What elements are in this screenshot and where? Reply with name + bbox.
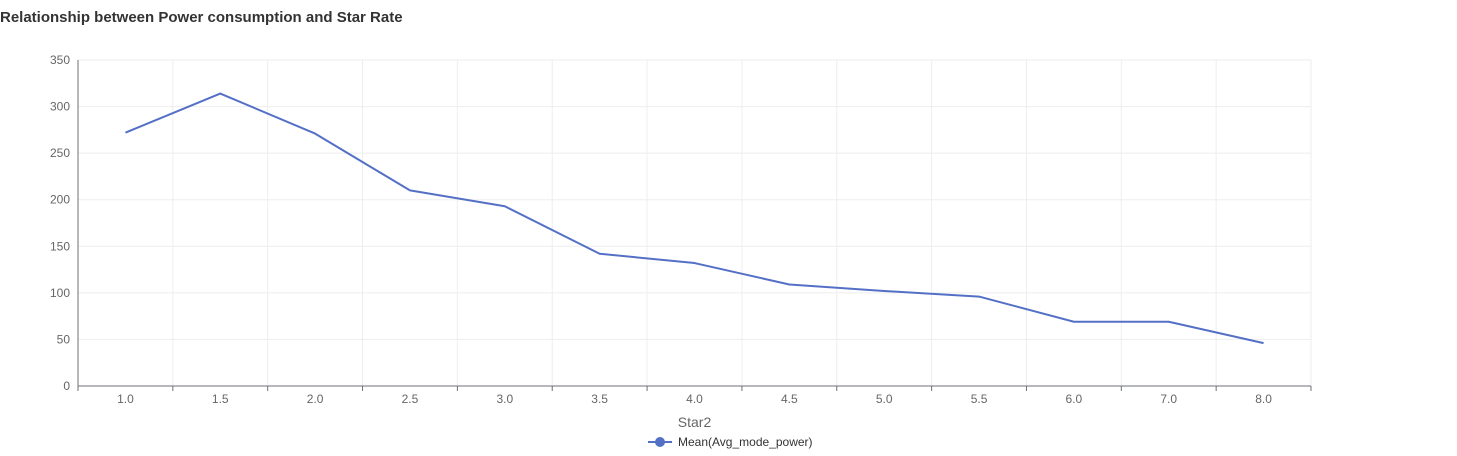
x-tick-label: 2.0	[307, 392, 324, 406]
series-lines	[125, 92, 1264, 345]
x-tick-label: 1.0	[117, 392, 134, 406]
chart-title: Relationship between Power consumption a…	[0, 9, 403, 26]
x-tick-label: 5.5	[971, 392, 988, 406]
y-tick-label: 350	[50, 53, 70, 67]
y-tick-label: 250	[50, 146, 70, 160]
legend[interactable]: Mean(Avg_mode_power)	[648, 435, 813, 449]
legend-label: Mean(Avg_mode_power)	[678, 435, 813, 449]
x-axis-title: Star2	[678, 414, 712, 430]
series-line	[125, 92, 1264, 345]
grid-lines	[78, 59, 1312, 386]
y-tick-label: 200	[50, 193, 70, 207]
x-tick-label: 6.0	[1066, 392, 1083, 406]
y-tick-label: 0	[63, 379, 70, 393]
y-axis-ticks: 0 50 100 150 200 250 300 350	[50, 53, 70, 393]
x-tick-label: 4.5	[781, 392, 798, 406]
x-tick-label: 1.5	[212, 392, 229, 406]
y-tick-label: 300	[50, 100, 70, 114]
x-tick-label: 2.5	[402, 392, 419, 406]
x-tick-label: 4.0	[686, 392, 703, 406]
x-tick-label: 8.0	[1255, 392, 1272, 406]
x-axis-ticks: 1.0 1.5 2.0 2.5 3.0 3.5 4.0 4.5 5.0 5.5 6.0 7.0 8.0	[117, 392, 1272, 406]
x-tick-label: 3.5	[591, 392, 608, 406]
x-tick-label: 7.0	[1160, 392, 1177, 406]
y-tick-label: 100	[50, 286, 70, 300]
y-tick-label: 150	[50, 239, 70, 253]
legend-dot-marker	[655, 437, 665, 447]
axes	[77, 60, 1312, 391]
x-tick-label: 5.0	[876, 392, 893, 406]
x-tick-label: 3.0	[496, 392, 513, 406]
y-tick-label: 50	[57, 332, 71, 346]
